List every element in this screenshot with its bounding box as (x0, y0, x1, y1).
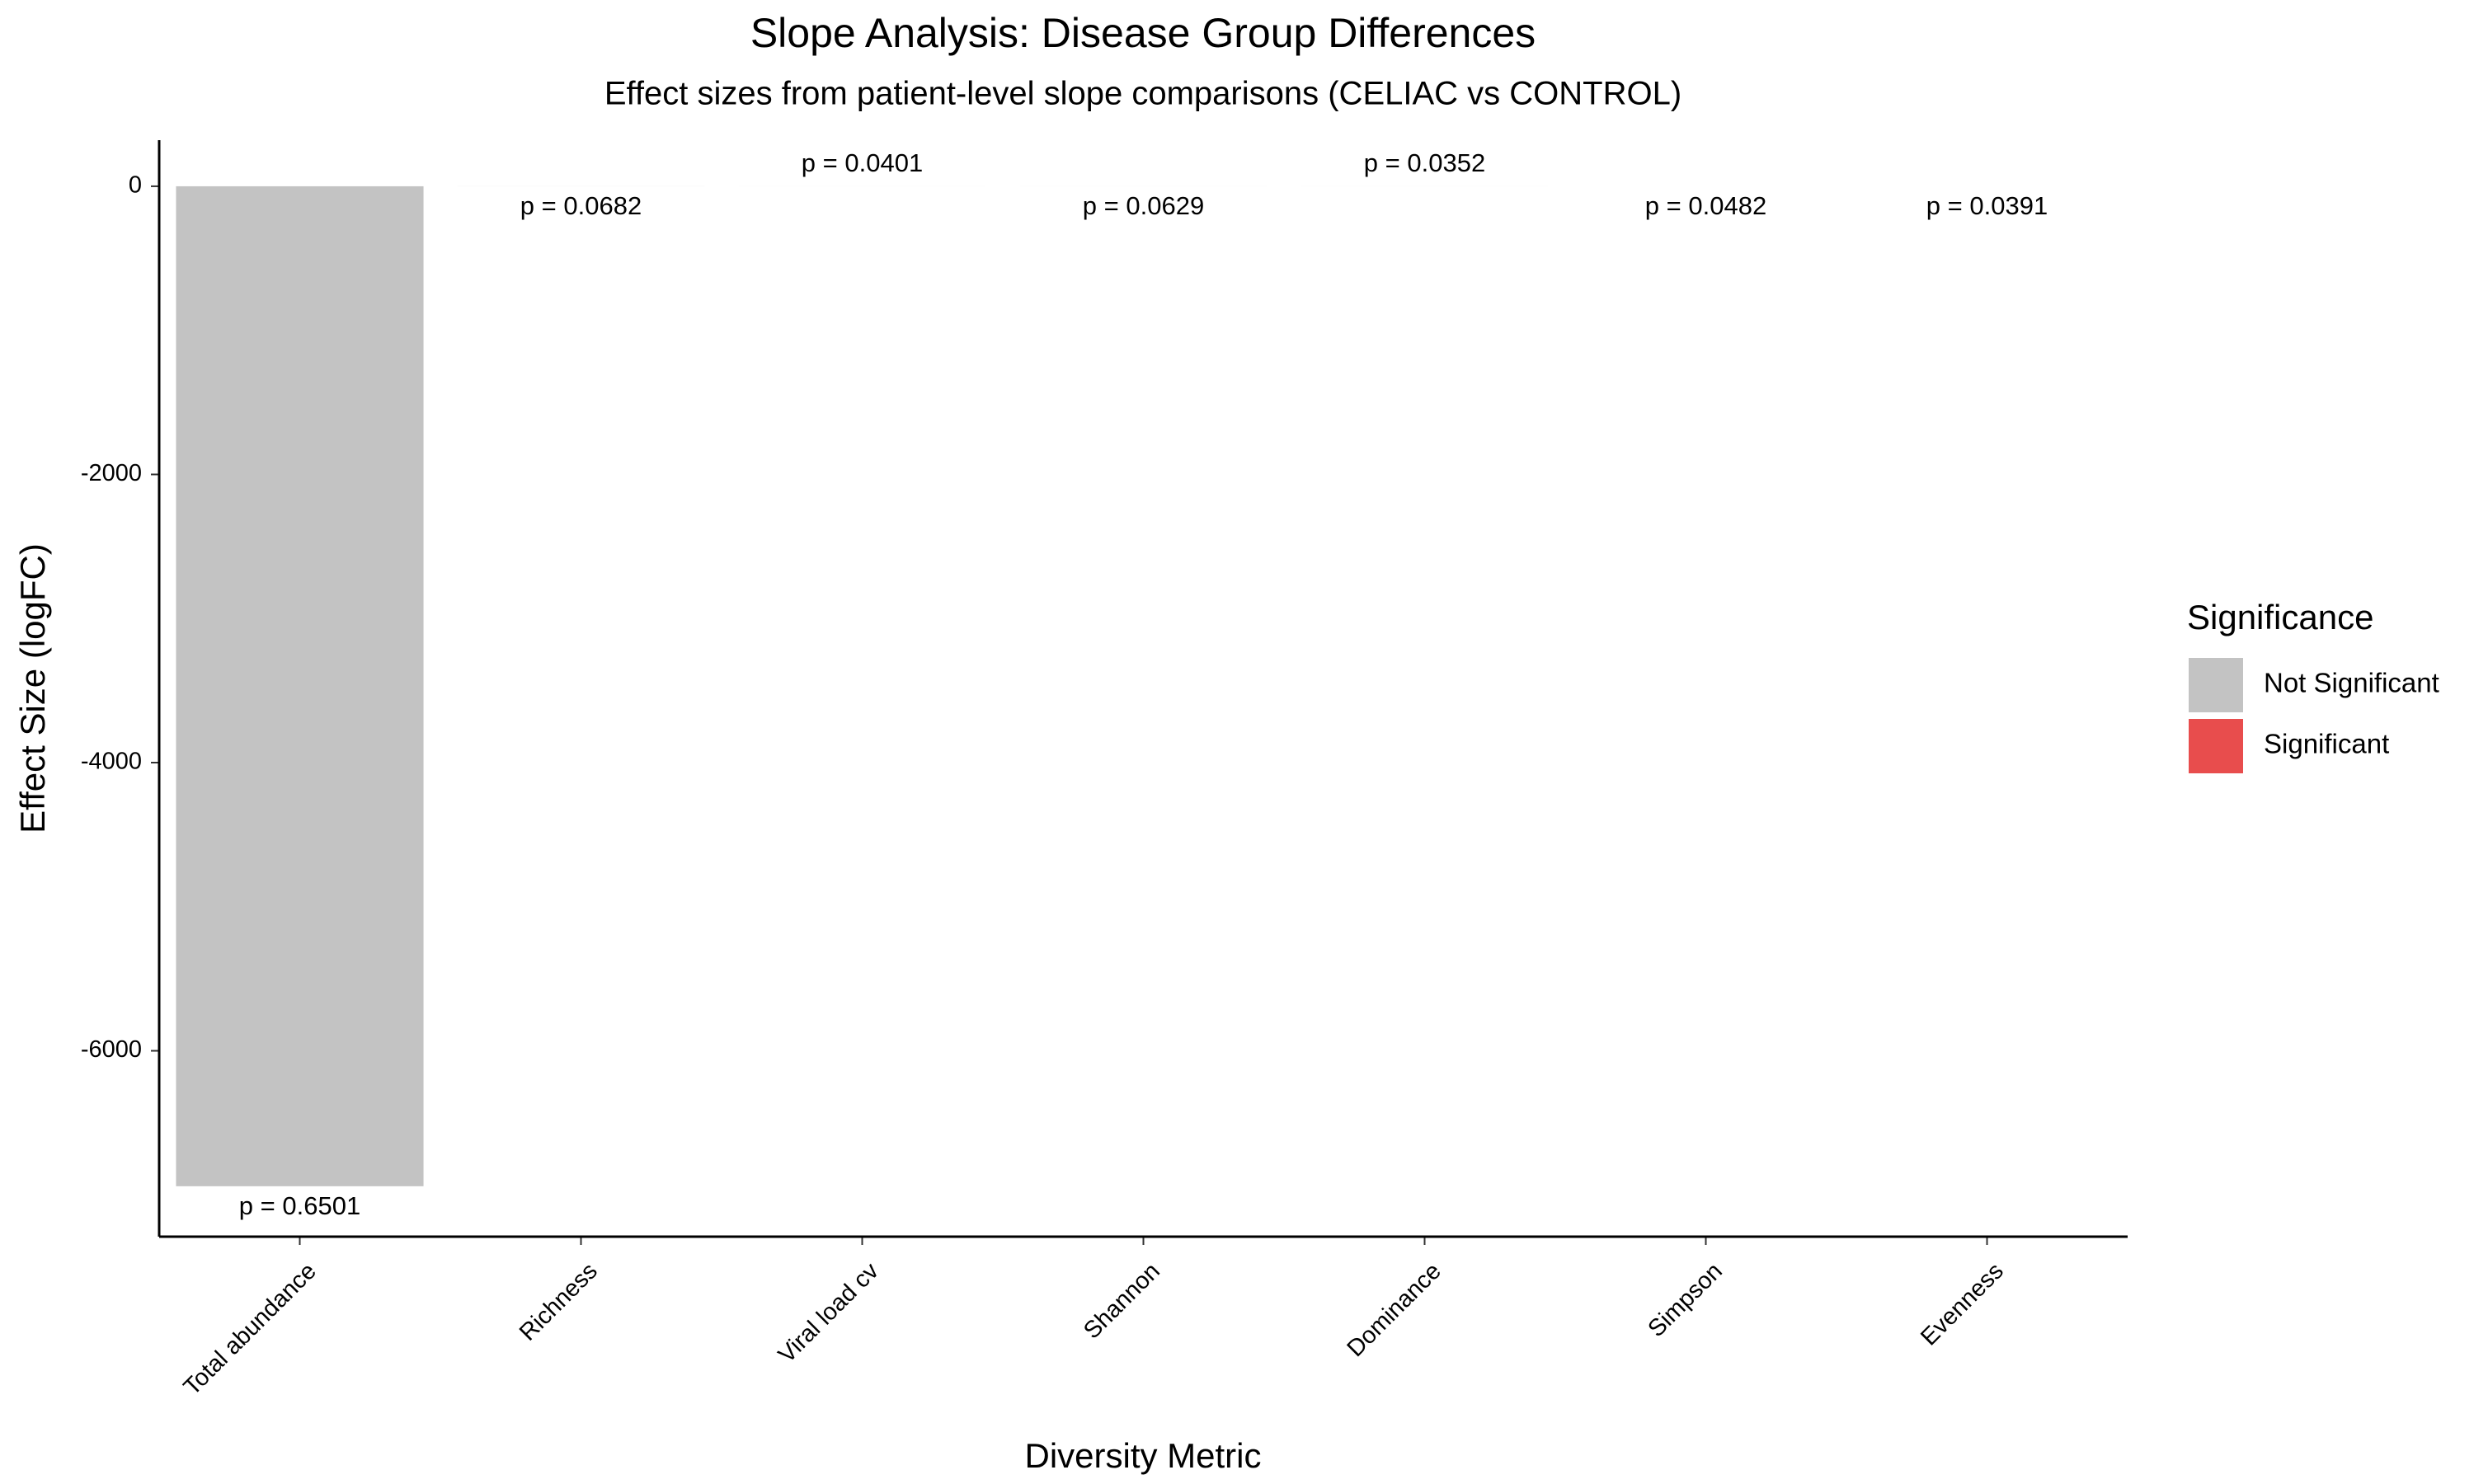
y-axis-title: Effect Size (logFC) (13, 543, 52, 834)
chart-subtitle: Effect sizes from patient-level slope co… (604, 76, 1681, 112)
chart-title: Slope Analysis: Disease Group Difference… (750, 10, 1536, 56)
p-value-label: p = 0.0629 (1083, 191, 1204, 220)
y-tick-label: -4000 (81, 749, 142, 775)
legend-key (2189, 719, 2243, 773)
p-value-label: p = 0.0482 (1645, 191, 1766, 220)
legend-label: Significant (2264, 729, 2389, 759)
y-tick-label: -6000 (81, 1036, 142, 1063)
y-tick-label: -2000 (81, 460, 142, 486)
p-value-label: p = 0.6501 (239, 1191, 360, 1220)
y-tick-label: 0 (129, 172, 142, 199)
x-tick-label: Dominance (1343, 1258, 1446, 1362)
x-tick-label: Simpson (1643, 1258, 1727, 1342)
legend-label: Not Significant (2264, 668, 2439, 698)
p-value-label: p = 0.0401 (802, 148, 923, 177)
x-tick-label: Total abundance (179, 1258, 322, 1401)
x-tick-label: Shannon (1079, 1258, 1165, 1345)
bar (176, 186, 424, 1186)
p-value-label: p = 0.0352 (1364, 148, 1485, 177)
x-tick-label: Viral load cv (774, 1257, 884, 1368)
legend-key (2189, 658, 2243, 712)
p-value-label: p = 0.0391 (1926, 191, 2048, 220)
p-value-label: p = 0.0682 (520, 191, 642, 220)
x-tick-label: Evenness (1916, 1258, 2009, 1351)
legend-title: Significance (2187, 598, 2373, 636)
x-axis-title: Diversity Metric (1024, 1436, 1261, 1475)
x-tick-label: Richness (515, 1258, 603, 1346)
